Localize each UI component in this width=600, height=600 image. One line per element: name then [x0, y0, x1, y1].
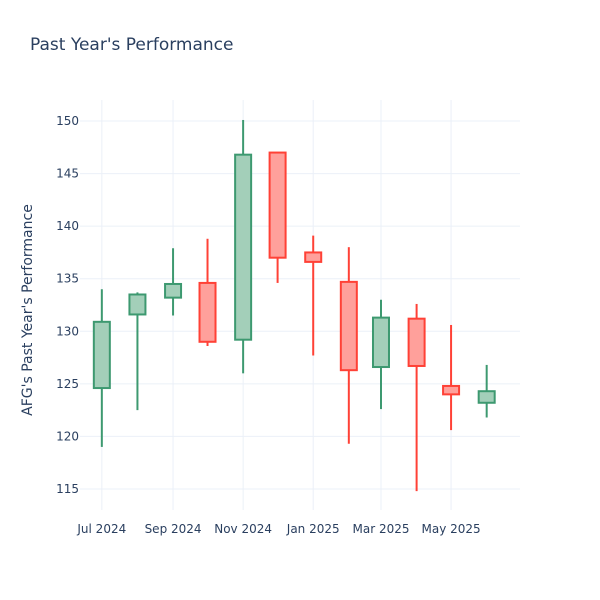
- y-tick-label: 120: [56, 429, 79, 443]
- candle-body: [442, 384, 461, 396]
- y-tick-label: 135: [56, 272, 79, 286]
- candle-body: [304, 251, 323, 263]
- candle-body: [198, 281, 217, 343]
- y-tick-label: 130: [56, 324, 79, 338]
- candle-increasing: [371, 299, 390, 410]
- candle-decreasing: [198, 238, 217, 346]
- candle-decreasing: [442, 324, 461, 431]
- candle-body: [407, 317, 426, 367]
- y-axis-title: AFG's Past Year's Performance: [20, 204, 36, 416]
- candle-increasing: [92, 289, 111, 447]
- candle-decreasing: [339, 247, 358, 444]
- candle-layer: [92, 119, 496, 492]
- x-tick-label: Sep 2024: [145, 522, 202, 536]
- y-tick-label: 140: [56, 219, 79, 233]
- x-tick-label: May 2025: [421, 522, 480, 536]
- x-axis-ticks: Jul 2024 Sep 2024 Nov 2024 Jan 2025 Mar 2025…: [76, 522, 480, 536]
- x-tick-label: Nov 2024: [214, 522, 272, 536]
- candle-body: [371, 316, 390, 369]
- candle-decreasing: [268, 151, 287, 283]
- candle-body: [92, 320, 111, 390]
- candle-body: [128, 293, 147, 316]
- y-tick-label: 115: [56, 482, 79, 496]
- candle-body: [268, 151, 287, 259]
- chart-title: Past Year's Performance: [30, 35, 234, 55]
- x-tick-label: Jul 2024: [76, 522, 126, 536]
- x-tick-label: Jan 2025: [286, 522, 340, 536]
- y-tick-label: 125: [56, 377, 79, 391]
- y-tick-label: 150: [56, 114, 79, 128]
- candle-increasing: [477, 364, 496, 418]
- y-axis-ticks: 115 120 125 130 135 140 145 150: [56, 114, 79, 496]
- y-tick-label: 145: [56, 167, 79, 181]
- candle-body: [164, 282, 183, 299]
- x-tick-label: Mar 2025: [352, 522, 409, 536]
- candle-increasing: [164, 248, 183, 316]
- candle-body: [477, 390, 496, 404]
- candle-increasing: [128, 292, 147, 411]
- candle-decreasing: [407, 303, 426, 492]
- candle-decreasing: [304, 235, 323, 356]
- candle-body: [339, 280, 358, 372]
- candle-increasing: [234, 119, 253, 374]
- candle-body: [234, 153, 253, 341]
